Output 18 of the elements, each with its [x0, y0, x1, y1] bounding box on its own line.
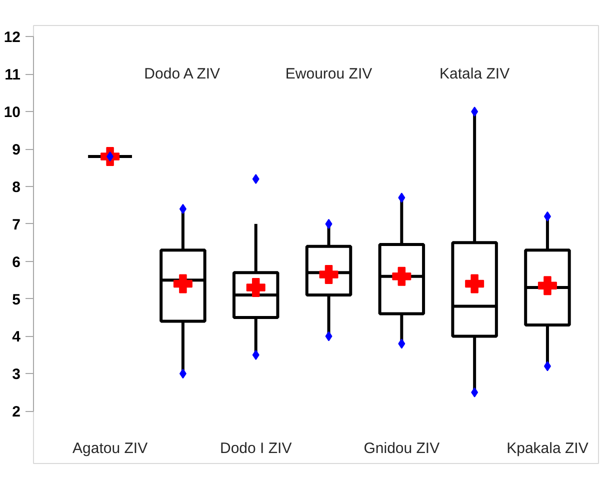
y-tick-label: 4 — [12, 328, 22, 346]
x-tick-label: Dodo I ZIV — [220, 440, 292, 458]
y-tick-label: 8 — [12, 178, 20, 196]
x-tick-label: Dodo A ZIV — [144, 66, 220, 83]
y-tick-label: 2 — [12, 404, 20, 421]
x-tick-label: Katala ZIV — [440, 66, 510, 83]
y-tick-label: 10 — [4, 104, 21, 122]
y-tick-label: 9 — [12, 142, 20, 159]
x-tick-label: Gnidou ZIV — [364, 440, 440, 458]
x-tick-label: Ewourou ZIV — [285, 66, 372, 83]
x-tick-label: Agatou ZIV — [72, 440, 148, 458]
x-tick-label: Kpakala ZIV — [506, 440, 588, 458]
y-tick-label: 5 — [12, 291, 20, 308]
y-tick-label: 11 — [4, 66, 20, 84]
y-tick-label: 3 — [12, 366, 20, 384]
y-tick-label: 6 — [12, 254, 20, 271]
y-tick-label: 7 — [12, 216, 20, 234]
y-tick-label: 12 — [4, 29, 21, 46]
